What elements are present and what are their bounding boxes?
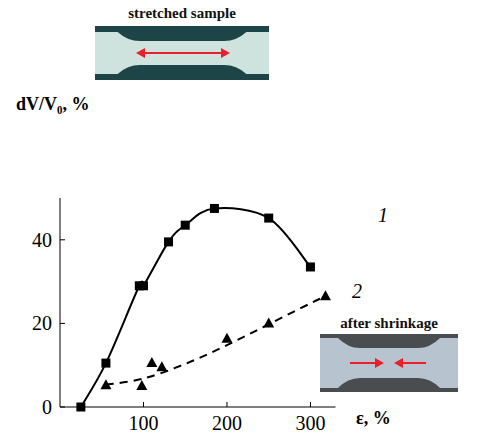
y-tick: [60, 323, 65, 324]
sample-shape: [95, 32, 269, 74]
plot-area: [76, 204, 331, 412]
series-line: [106, 296, 326, 385]
photo-frame: [95, 26, 269, 80]
chart: stretched sampleafter shrinkage100200300…: [0, 0, 490, 440]
x-tick-label: 100: [128, 412, 158, 434]
x-tick: [143, 402, 144, 407]
x-tick: [310, 402, 311, 407]
y-tick: [60, 407, 65, 408]
x-axis-title: ε, %: [356, 408, 391, 428]
annotation: stretched sample: [128, 5, 236, 21]
stretched-photo: [95, 26, 269, 80]
annotation: after shrinkage: [340, 315, 438, 331]
marker: [221, 333, 232, 343]
y-axis-title: dV/V₀, %: [16, 94, 89, 114]
marker: [146, 357, 157, 367]
arrow-line: [140, 52, 226, 54]
marker: [139, 281, 148, 290]
marker: [306, 262, 315, 271]
x-tick-label: 200: [212, 412, 242, 434]
sample-shape: [320, 338, 458, 388]
photo-frame: [320, 334, 458, 392]
x-tick-label: 300: [295, 412, 325, 434]
arrow-line: [350, 362, 378, 364]
series-label: 2: [352, 280, 362, 302]
marker: [136, 380, 147, 390]
marker: [156, 361, 167, 371]
arrow-line: [400, 362, 426, 364]
marker: [164, 237, 173, 246]
arrow-head: [136, 48, 145, 58]
marker: [264, 214, 273, 223]
arrow-head: [375, 358, 384, 368]
series-label: 1: [378, 204, 388, 226]
series-line: [81, 208, 311, 407]
arrow-head: [221, 48, 230, 58]
shrunk-photo: [320, 334, 458, 392]
marker: [320, 290, 331, 300]
marker: [210, 204, 219, 213]
y-tick-label: 0: [42, 396, 52, 418]
y-tick-label: 40: [32, 229, 52, 251]
x-axis: [60, 407, 336, 408]
marker: [101, 359, 110, 368]
y-tick-label: 20: [32, 312, 52, 334]
marker: [76, 403, 85, 412]
y-tick: [60, 239, 65, 240]
arrow-head: [394, 358, 403, 368]
marker: [181, 221, 190, 230]
x-tick: [226, 402, 227, 407]
y-axis: [60, 198, 61, 407]
